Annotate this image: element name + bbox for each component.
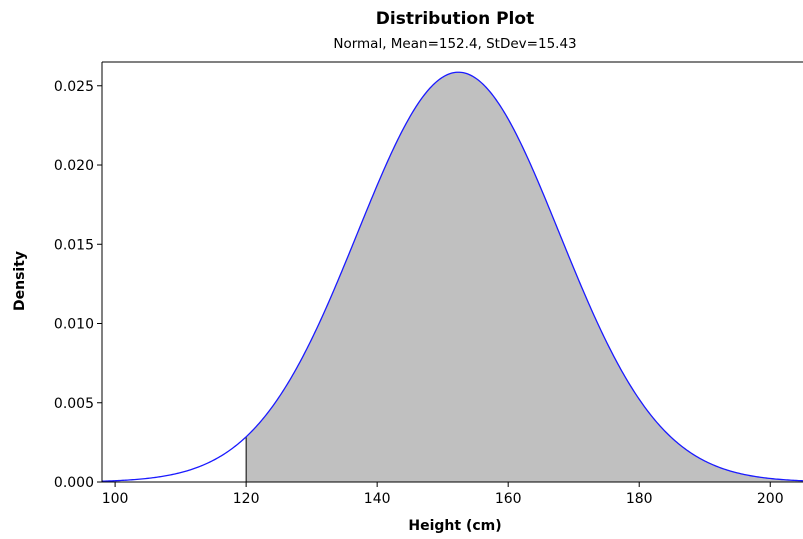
x-tick-label: 180 — [626, 491, 653, 507]
y-tick-label: 0.000 — [54, 475, 94, 491]
x-tick-label: 160 — [495, 491, 522, 507]
plot-frame — [101, 61, 803, 483]
shaded-area — [246, 72, 803, 482]
chart-title: Distribution Plot — [376, 9, 534, 29]
y-tick-label: 0.010 — [54, 317, 94, 333]
x-axis-label: Height (cm) — [408, 518, 501, 534]
density-curve — [101, 71, 803, 482]
y-tick-label: 0.025 — [54, 79, 94, 95]
x-tick-label: 140 — [364, 491, 391, 507]
x-axis-ticks: 100 120 140 160 180 200 — [102, 482, 784, 507]
chart-subtitle: Normal, Mean=152.4, StDev=15.43 — [333, 36, 576, 52]
y-tick-label: 0.020 — [54, 158, 94, 174]
y-tick-label: 0.005 — [54, 396, 94, 412]
y-axis-label: Density — [12, 251, 28, 311]
plot-area — [101, 71, 803, 482]
y-tick-label: 0.015 — [54, 237, 94, 253]
y-axis-ticks: 0.000 0.005 0.010 0.015 0.020 0.025 — [54, 79, 102, 491]
x-tick-label: 120 — [233, 491, 260, 507]
x-tick-label: 100 — [102, 491, 129, 507]
x-tick-label: 200 — [757, 491, 784, 507]
